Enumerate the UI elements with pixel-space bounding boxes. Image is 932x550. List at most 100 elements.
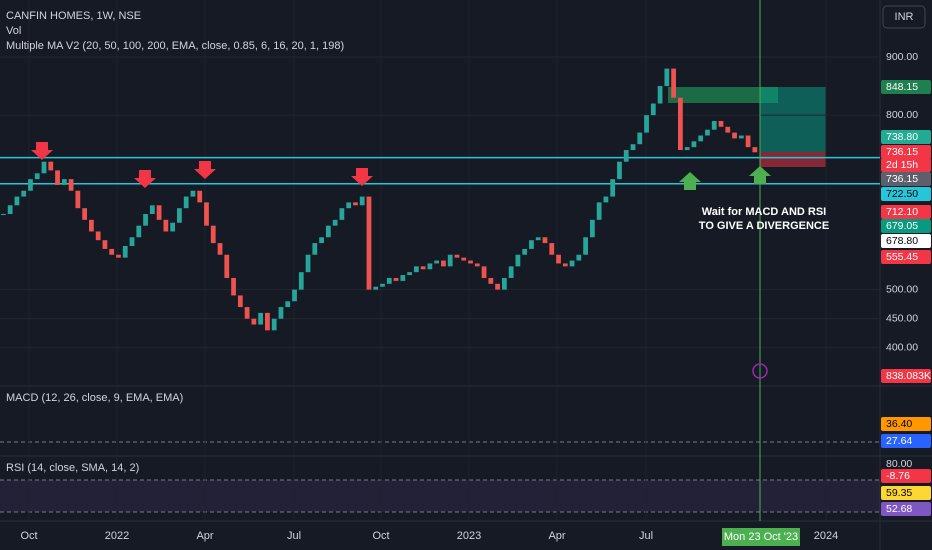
candle <box>447 254 453 267</box>
candle <box>420 266 426 270</box>
plot <box>0 56 880 349</box>
candle <box>75 190 81 209</box>
candle <box>630 144 636 151</box>
price-badge-label: 27.64 <box>886 435 912 447</box>
candle <box>441 260 446 267</box>
candle <box>48 161 54 171</box>
candle <box>28 179 33 191</box>
price-badge-label: 722.50 <box>886 188 918 200</box>
x-tick-label: Apr <box>196 530 213 542</box>
price-badge-label: 848.15 <box>886 81 918 93</box>
x-tick-label: Jul <box>287 530 301 542</box>
candle <box>332 219 338 226</box>
candle <box>474 263 480 267</box>
price-badge <box>881 80 931 94</box>
candle <box>353 202 358 206</box>
candle <box>671 68 676 98</box>
candle <box>386 277 392 284</box>
candle <box>542 237 548 244</box>
symbol: CANFIN HOMES, 1W, NSE <box>6 10 141 22</box>
y-tick-label: 800.00 <box>886 109 918 121</box>
candle <box>738 135 744 139</box>
candle <box>515 254 521 267</box>
candle <box>265 312 270 331</box>
candle <box>562 263 568 267</box>
candle <box>454 254 460 258</box>
currency-button[interactable] <box>882 5 926 29</box>
candle <box>393 277 399 281</box>
candle <box>623 150 629 162</box>
candle <box>1 214 6 216</box>
candle <box>102 240 108 249</box>
candle <box>407 272 412 276</box>
candle <box>380 283 385 287</box>
candle <box>583 237 588 255</box>
down-arrow <box>134 170 156 188</box>
candle <box>82 208 88 220</box>
price-badge <box>881 219 931 233</box>
candle <box>434 260 440 264</box>
rsi-band <box>0 480 880 512</box>
annotation: TO GIVE A DIVERGENCE <box>699 220 829 232</box>
target-zone <box>668 87 778 103</box>
price-badge <box>881 434 931 448</box>
candle <box>413 266 419 273</box>
price-badge-label: 59.35 <box>886 487 912 499</box>
candle <box>718 120 724 127</box>
candle <box>224 254 230 278</box>
price-badge <box>881 486 931 500</box>
price-badge-label: 679.05 <box>886 220 918 232</box>
candle <box>163 219 169 232</box>
candle <box>325 225 331 238</box>
candle <box>170 222 176 232</box>
currency[interactable]: INR <box>895 11 914 23</box>
candle <box>691 141 697 148</box>
candle <box>481 266 487 278</box>
candle <box>285 301 291 308</box>
x-tick-label: Jul <box>639 530 653 542</box>
candle <box>501 277 507 290</box>
candle <box>237 295 243 308</box>
candle <box>149 205 155 215</box>
candle <box>204 202 209 226</box>
candle <box>298 272 304 290</box>
rsi-title: RSI (14, close, SMA, 14, 2) <box>6 462 139 474</box>
price-badge <box>881 369 931 383</box>
price-badge <box>881 205 931 219</box>
candle <box>34 173 40 180</box>
candle <box>217 243 223 255</box>
up-arrow <box>679 172 701 190</box>
candle <box>346 202 352 209</box>
annotation: Wait for MACD AND RSI <box>702 206 826 218</box>
candle <box>549 243 555 255</box>
x-tick-label: Apr <box>548 530 565 542</box>
candle <box>136 225 142 238</box>
down-arrow <box>31 142 53 160</box>
rsi-tick: 80.00 <box>886 458 912 470</box>
candle <box>292 289 297 302</box>
candle <box>752 147 758 153</box>
candle <box>495 283 500 290</box>
down-arrow <box>194 161 216 179</box>
y-tick-label: 400.00 <box>886 342 918 354</box>
candle <box>55 170 60 185</box>
candle <box>89 219 94 232</box>
candle <box>244 307 250 319</box>
alert-icon[interactable] <box>752 363 768 379</box>
candle <box>508 266 514 278</box>
price-badge-label: 738.80 <box>886 131 918 143</box>
candle <box>617 161 622 180</box>
candle <box>603 196 609 203</box>
candle <box>68 179 74 191</box>
vol-label: Vol <box>6 25 21 37</box>
price-badge-label: -8.76 <box>886 470 910 482</box>
candle <box>488 277 494 284</box>
candle <box>339 208 345 220</box>
candle <box>278 307 284 319</box>
x-tick-label: 2024 <box>814 530 838 542</box>
price-badge-label: 2d 15h <box>886 159 918 171</box>
candle <box>177 208 182 223</box>
candle <box>650 103 656 116</box>
candle <box>109 248 115 255</box>
